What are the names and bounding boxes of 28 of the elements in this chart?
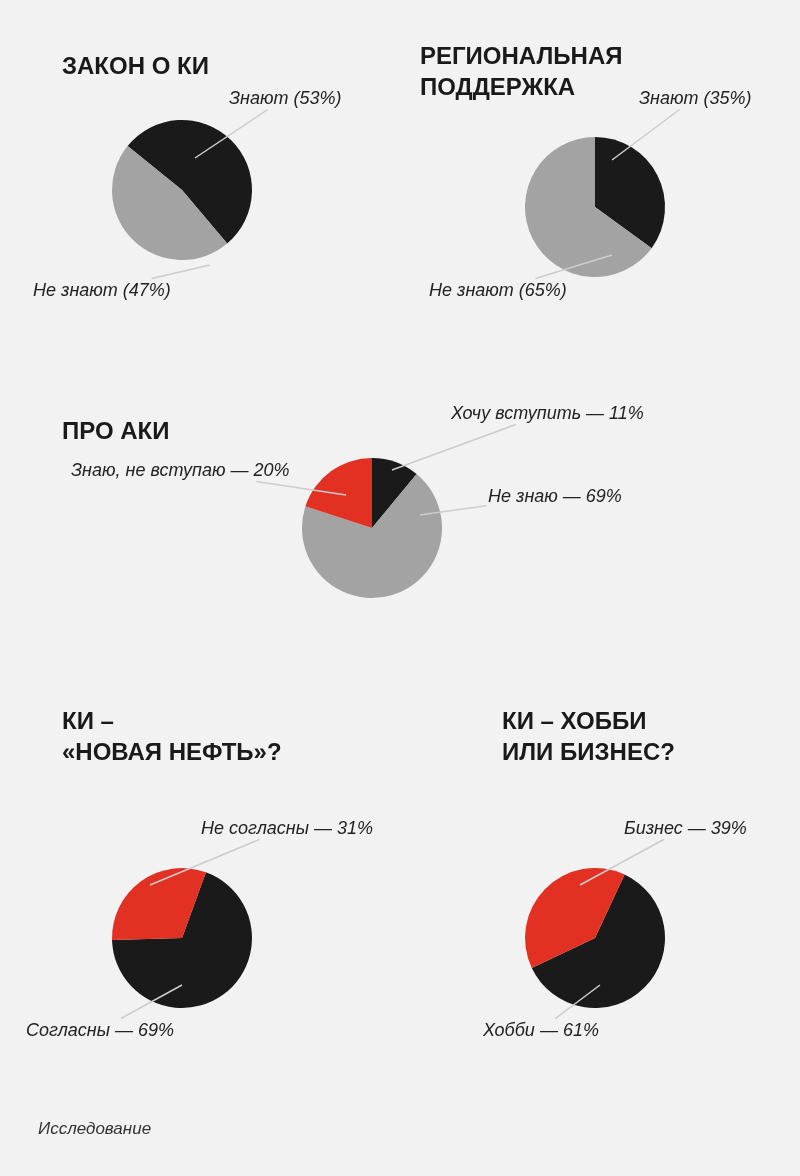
pie-slice — [112, 872, 252, 1008]
slice-label: Знают (35%) — [639, 88, 752, 108]
chart-title: РЕГИОНАЛЬНАЯ ПОДДЕРЖКА — [420, 42, 623, 101]
slice-label: Согласны — 69% — [26, 1020, 175, 1040]
text: Исследование — [38, 1119, 152, 1138]
slice-label: Хобби — 61% — [482, 1020, 599, 1040]
slice-label: Не согласны — 31% — [201, 818, 374, 838]
pie-slice — [305, 458, 372, 528]
slice-label: Не знаю — 69% — [488, 486, 622, 506]
slice-label: Знают (53%) — [229, 88, 342, 108]
pie-slice — [302, 474, 442, 598]
text: ПРО АКИ — [62, 417, 170, 444]
pie-slice — [595, 137, 665, 249]
slice-label: Хочу вступить — 11% — [450, 403, 644, 423]
pie-slice — [525, 137, 652, 277]
slice-label: Не знают (47%) — [33, 280, 171, 300]
pie-slice — [127, 120, 252, 244]
chart-title: ЗАКОН О КИ — [62, 52, 209, 79]
pie-slice — [112, 145, 228, 260]
slice-label: Не знают (65%) — [429, 280, 567, 300]
pie-slice — [112, 868, 206, 940]
slice-label: Бизнес — 39% — [624, 818, 747, 838]
chart-title: КИ – «НОВАЯ НЕФТЬ»? — [62, 707, 282, 766]
chart-title: КИ – ХОББИ ИЛИ БИЗНЕС? — [502, 707, 675, 766]
pie-slice — [525, 868, 625, 969]
pie-slice — [531, 874, 665, 1008]
pie-slice — [372, 458, 417, 528]
slice-label: Знаю, не вступаю — 20% — [71, 460, 290, 480]
